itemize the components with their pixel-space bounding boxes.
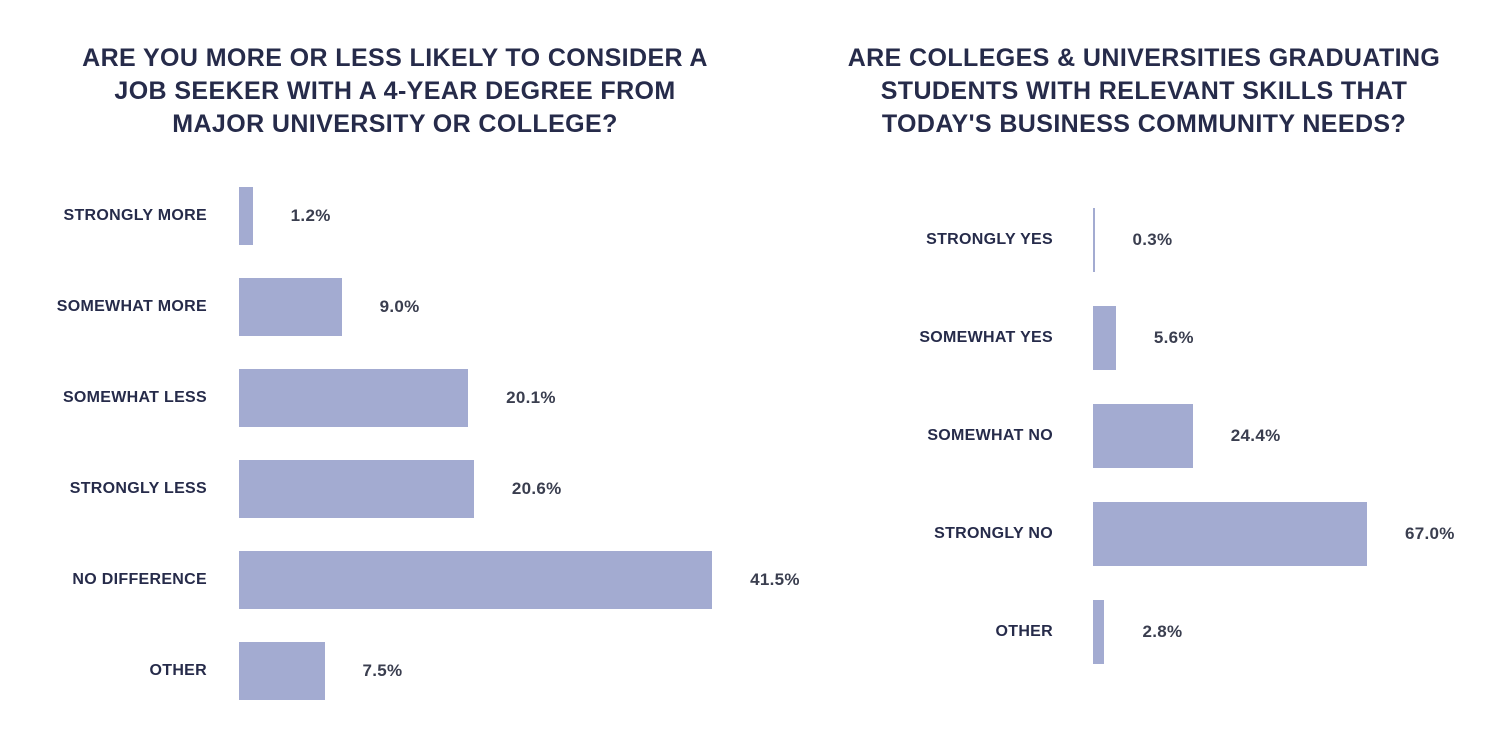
value-label: 5.6% bbox=[1153, 328, 1194, 347]
bar-row: OTHER 2.8% bbox=[790, 583, 1498, 681]
bar-row: SOMEWHAT LESS 20.1% bbox=[0, 352, 790, 443]
chart-title: ARE YOU MORE OR LESS LIKELY TO CONSIDER … bbox=[82, 44, 708, 138]
category-label: OTHER bbox=[995, 623, 1053, 640]
bar-row: NO DIFFERENCE 41.5% bbox=[0, 534, 799, 625]
bar-chart-graduate-skills: ARE COLLEGES & UNIVERSITIES GRADUATING S… bbox=[790, 0, 1498, 752]
bar-row: STRONGLY MORE 1.2% bbox=[0, 170, 790, 261]
category-label: SOMEWHAT NO bbox=[927, 427, 1053, 444]
bar-rows: STRONGLY MORE 1.2% SOMEWHAT MORE 9.0% SO… bbox=[0, 170, 799, 716]
bar-row: STRONGLY YES 0.3% bbox=[790, 191, 1498, 289]
bar bbox=[1093, 404, 1193, 468]
category-label: STRONGLY MORE bbox=[63, 206, 207, 224]
category-label: STRONGLY LESS bbox=[69, 479, 207, 497]
bar bbox=[1093, 600, 1105, 664]
value-label: 41.5% bbox=[750, 569, 800, 589]
bar bbox=[239, 459, 474, 518]
bar-rows: STRONGLY YES 0.3% SOMEWHAT YES 5.6% SOME… bbox=[790, 191, 1498, 681]
value-label: 20.6% bbox=[511, 478, 562, 498]
bar-row: STRONGLY NO 67.0% bbox=[790, 485, 1498, 583]
category-label: SOMEWHAT LESS bbox=[62, 388, 207, 406]
category-label: NO DIFFERENCE bbox=[72, 570, 207, 588]
bar-row: OTHER 7.5% bbox=[0, 625, 790, 716]
category-label: OTHER bbox=[149, 661, 207, 679]
value-label: 20.1% bbox=[506, 387, 556, 407]
value-label: 2.8% bbox=[1142, 622, 1183, 641]
bar bbox=[239, 641, 325, 700]
bar bbox=[1093, 208, 1095, 272]
bar bbox=[239, 186, 253, 245]
value-label: 0.3% bbox=[1132, 230, 1173, 249]
value-label: 67.0% bbox=[1405, 524, 1455, 543]
value-label: 7.5% bbox=[362, 660, 403, 680]
bar bbox=[1093, 502, 1368, 566]
bar bbox=[239, 550, 713, 609]
bar-chart-degree-consideration: ARE YOU MORE OR LESS LIKELY TO CONSIDER … bbox=[0, 44, 799, 716]
bar bbox=[239, 368, 469, 427]
value-label: 9.0% bbox=[379, 296, 420, 316]
value-label: 1.2% bbox=[290, 205, 331, 225]
bar-row: SOMEWHAT YES 5.6% bbox=[790, 289, 1498, 387]
bar bbox=[239, 277, 342, 336]
category-label: STRONGLY NO bbox=[934, 525, 1053, 542]
chart-title: ARE COLLEGES & UNIVERSITIES GRADUATING S… bbox=[847, 44, 1441, 138]
bar bbox=[1093, 306, 1116, 370]
bar-row: STRONGLY LESS 20.6% bbox=[0, 443, 790, 534]
value-label: 24.4% bbox=[1230, 426, 1281, 445]
bar-row: SOMEWHAT NO 24.4% bbox=[790, 387, 1498, 485]
bar-row: SOMEWHAT MORE 9.0% bbox=[0, 261, 790, 352]
category-label: SOMEWHAT MORE bbox=[56, 297, 207, 315]
category-label: STRONGLY YES bbox=[926, 231, 1053, 248]
category-label: SOMEWHAT YES bbox=[919, 329, 1053, 346]
